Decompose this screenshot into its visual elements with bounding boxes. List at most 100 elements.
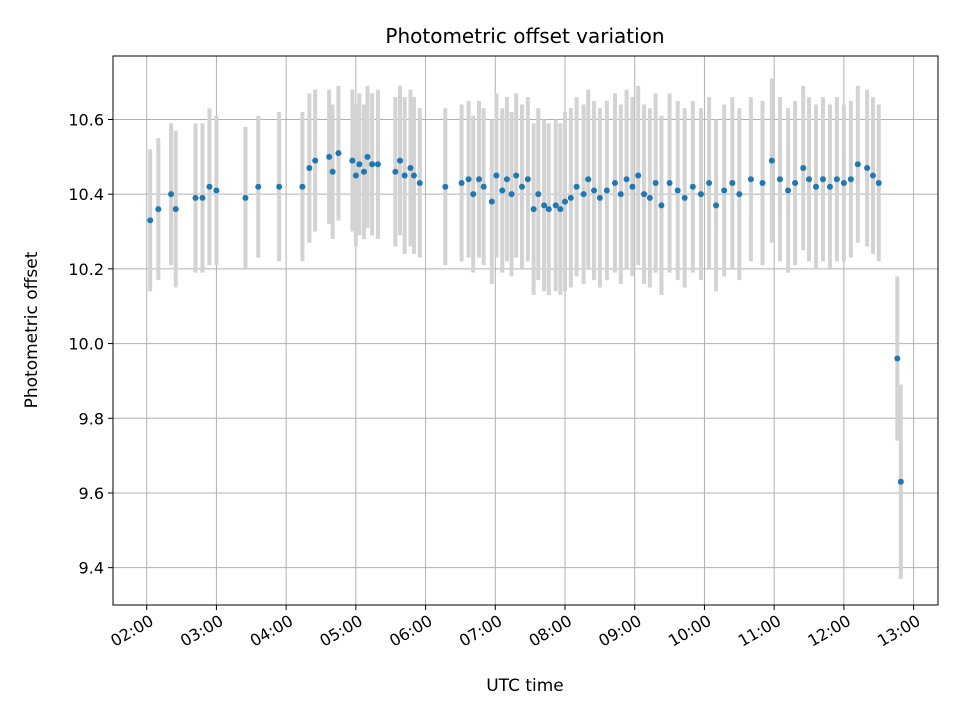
data-point (875, 179, 882, 186)
data-point (397, 157, 404, 164)
data-point (276, 183, 283, 190)
data-point (689, 183, 696, 190)
data-point (826, 183, 833, 190)
data-point (519, 183, 526, 190)
data-point (329, 168, 336, 175)
data-point (493, 172, 500, 179)
data-point (416, 179, 423, 186)
data-point (530, 206, 537, 213)
data-point (800, 165, 807, 172)
data-point (541, 202, 548, 209)
y-tick-label: 10.6 (68, 110, 104, 129)
data-point (480, 183, 487, 190)
data-point (562, 198, 569, 205)
data-point (352, 172, 359, 179)
data-point (335, 150, 342, 157)
data-point (864, 165, 871, 172)
data-point (206, 183, 213, 190)
data-point (623, 176, 630, 183)
data-point (635, 172, 642, 179)
data-point (242, 194, 249, 201)
data-point (407, 165, 414, 172)
data-point (392, 168, 399, 175)
data-point (713, 202, 720, 209)
data-point (192, 194, 199, 201)
data-point (706, 179, 713, 186)
data-point (499, 187, 506, 194)
data-point (897, 478, 904, 485)
y-axis-label: Photometric offset (22, 251, 42, 408)
data-point (513, 172, 520, 179)
data-point (646, 194, 653, 201)
data-point (410, 172, 417, 179)
data-point (552, 202, 559, 209)
data-point (869, 172, 876, 179)
data-point (641, 191, 648, 198)
data-point (476, 176, 483, 183)
x-axis-label: UTC time (486, 676, 564, 696)
data-point (213, 187, 220, 194)
data-point (364, 153, 371, 160)
data-point (458, 179, 465, 186)
data-point (847, 176, 854, 183)
data-point (681, 194, 688, 201)
data-point (508, 191, 515, 198)
data-point (524, 176, 531, 183)
data-point (545, 206, 552, 213)
data-point (356, 161, 363, 168)
data-point (806, 176, 813, 183)
data-point (792, 179, 799, 186)
grid (113, 56, 938, 605)
data-point (199, 194, 206, 201)
data-point (349, 157, 356, 164)
data-point (488, 198, 495, 205)
data-point (759, 179, 766, 186)
data-point (326, 153, 333, 160)
data-points (147, 150, 904, 485)
data-point (840, 179, 847, 186)
data-point (360, 168, 367, 175)
data-point (312, 157, 319, 164)
y-axis: 9.4 9.6 9.8 10.0 10.2 10.4 10.6 (68, 110, 113, 578)
data-point (573, 183, 580, 190)
data-point (147, 217, 154, 224)
data-point (854, 161, 861, 168)
data-point (658, 202, 665, 209)
data-point (721, 187, 728, 194)
data-point (747, 176, 754, 183)
data-point (255, 183, 262, 190)
data-point (567, 194, 574, 201)
y-tick-label: 9.8 (79, 409, 104, 428)
data-point (617, 191, 624, 198)
data-point (894, 355, 901, 362)
data-point (666, 179, 673, 186)
data-point (629, 183, 636, 190)
y-tick-label: 9.6 (79, 484, 104, 503)
data-point (465, 176, 472, 183)
data-point (401, 172, 408, 179)
y-tick-label: 10.0 (68, 335, 104, 354)
y-tick-label: 10.4 (68, 185, 104, 204)
data-point (785, 187, 792, 194)
data-point (736, 191, 743, 198)
data-point (299, 183, 306, 190)
data-point (374, 161, 381, 168)
data-point (674, 187, 681, 194)
data-point (535, 191, 542, 198)
data-point (369, 161, 376, 168)
chart-title: Photometric offset variation (385, 24, 664, 48)
data-point (603, 187, 610, 194)
data-point (776, 176, 783, 183)
data-point (833, 176, 840, 183)
data-point (168, 191, 175, 198)
data-point (580, 191, 587, 198)
data-point (591, 187, 598, 194)
y-tick-label: 9.4 (79, 559, 104, 578)
data-point (819, 176, 826, 183)
data-point (557, 206, 564, 213)
data-point (172, 206, 179, 213)
plot-frame (112, 55, 939, 606)
data-point (585, 176, 592, 183)
y-tick-label: 10.2 (68, 260, 104, 279)
